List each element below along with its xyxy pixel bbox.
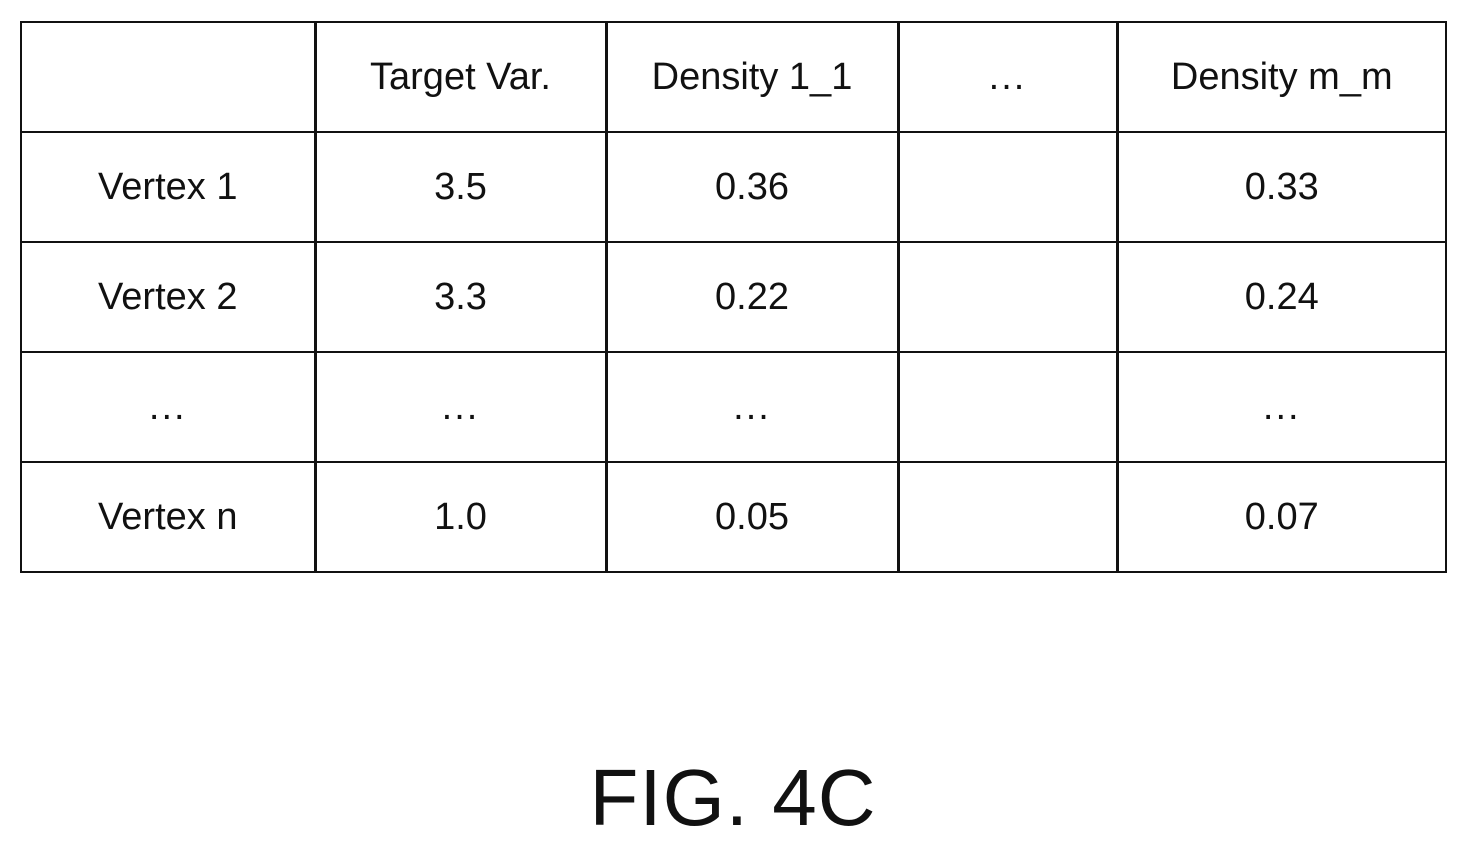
table-row: ............ xyxy=(21,352,1446,462)
table-cell: 3.5 xyxy=(315,132,606,242)
table-cell: 0.22 xyxy=(606,242,898,352)
table-cell: ... xyxy=(315,352,606,462)
table-cell: Vertex 2 xyxy=(21,242,315,352)
table-cell xyxy=(898,242,1117,352)
data-table: Target Var.Density 1_1...Density m_mVert… xyxy=(20,21,1447,573)
table-cell: 0.33 xyxy=(1117,132,1446,242)
header-cell: Density 1_1 xyxy=(606,22,898,132)
table-cell xyxy=(898,352,1117,462)
table-cell: 0.24 xyxy=(1117,242,1446,352)
header-cell xyxy=(21,22,315,132)
table-row: Vertex 23.30.22 0.24 xyxy=(21,242,1446,352)
table-cell xyxy=(898,462,1117,572)
figure-label: FIG. 4C xyxy=(0,752,1466,844)
table-cell: Vertex n xyxy=(21,462,315,572)
table-cell: 3.3 xyxy=(315,242,606,352)
table-cell: ... xyxy=(606,352,898,462)
table-cell: Vertex 1 xyxy=(21,132,315,242)
table-cell: ... xyxy=(1117,352,1446,462)
header-cell: Density m_m xyxy=(1117,22,1446,132)
table-cell: 0.05 xyxy=(606,462,898,572)
header-cell: Target Var. xyxy=(315,22,606,132)
table-cell: 1.0 xyxy=(315,462,606,572)
table-cell: ... xyxy=(21,352,315,462)
header-row: Target Var.Density 1_1...Density m_m xyxy=(21,22,1446,132)
table-row: Vertex n1.00.05 0.07 xyxy=(21,462,1446,572)
table-cell: 0.07 xyxy=(1117,462,1446,572)
table-cell xyxy=(898,132,1117,242)
table-cell: 0.36 xyxy=(606,132,898,242)
header-cell: ... xyxy=(898,22,1117,132)
table-row: Vertex 13.50.36 0.33 xyxy=(21,132,1446,242)
